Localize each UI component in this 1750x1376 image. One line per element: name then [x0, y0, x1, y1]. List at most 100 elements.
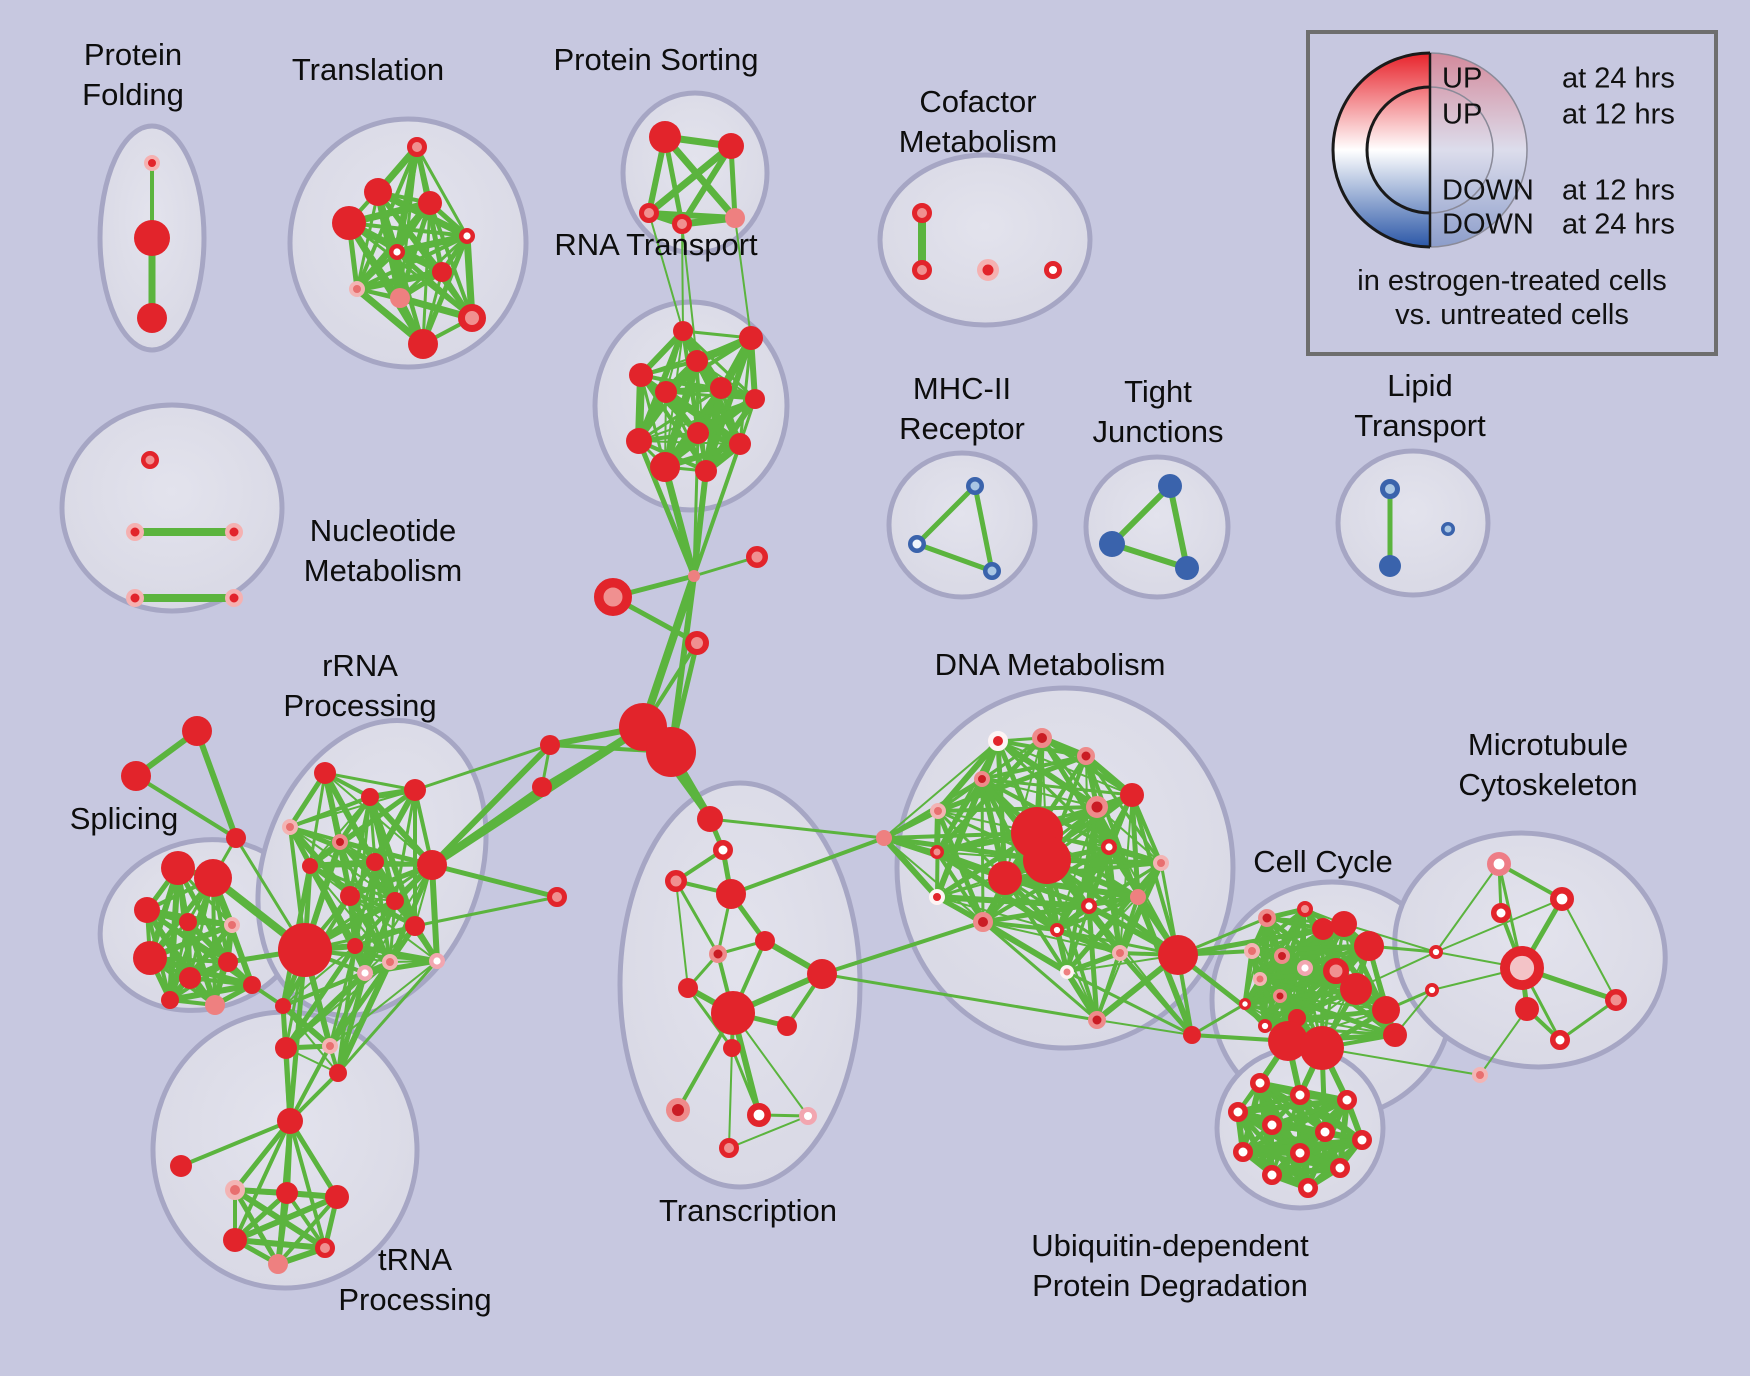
edge: [1054, 927, 1123, 956]
node-dna-15: [973, 912, 993, 932]
cluster-cofactor-label: Metabolism: [899, 124, 1058, 159]
node-microtubule-2: [1491, 903, 1511, 923]
node-transcription-11: [723, 1039, 741, 1057]
legend-up12-label: UP: [1442, 99, 1482, 131]
edge: [194, 728, 239, 841]
node-rna_transport-5: [655, 381, 677, 403]
edge: [323, 771, 417, 792]
node-protein_sorting-1: [718, 133, 744, 159]
legend-down12-label: DOWN: [1442, 175, 1534, 207]
cluster-nucleotide-ellipse: [59, 402, 285, 614]
node-splicing-10: [205, 995, 225, 1015]
node-microtubule-1: [1550, 886, 1575, 911]
edge: [353, 924, 417, 948]
node-splicing-5: [133, 941, 167, 975]
node-protein_sorting-3: [672, 214, 692, 234]
node-transcription-0: [697, 806, 723, 832]
edge: [335, 970, 368, 1076]
legend-down12-time: at 12 hrs: [1562, 175, 1675, 207]
node-bridge-0: [540, 735, 560, 755]
node-transcription-14: [798, 1106, 817, 1125]
node-rrna-5: [417, 850, 447, 880]
cluster-rrna-label: Processing: [283, 688, 436, 723]
node-tight-2: [1175, 556, 1199, 580]
edge: [728, 1012, 734, 1149]
node-splicing-7: [179, 967, 201, 989]
node-transcription-9: [711, 991, 755, 1035]
edge: [936, 896, 1058, 931]
edge: [420, 233, 470, 347]
edge: [1095, 951, 1122, 1022]
edge: [429, 742, 553, 868]
edge: [353, 268, 446, 293]
edge: [308, 864, 417, 928]
edge: [232, 1187, 281, 1267]
cluster-lipid-label: Transport: [1354, 408, 1486, 443]
node-cell_cycle-0: [1258, 909, 1276, 927]
edge: [664, 390, 757, 401]
node-ubiquitin-1: [1290, 1085, 1310, 1105]
node-rna_transport-3: [629, 363, 653, 387]
node-sptri-2: [226, 828, 246, 848]
cluster-protein_sorting-label: Protein Sorting: [553, 42, 758, 77]
edge: [167, 982, 255, 1003]
edge: [1250, 907, 1307, 953]
cluster-ubiquitin-label: Protein Degradation: [1032, 1268, 1308, 1303]
node-dna-6: [930, 845, 944, 859]
edge: [367, 794, 435, 868]
node-dna-17: [1050, 922, 1065, 937]
node-cell_cycle-5: [1244, 943, 1260, 959]
edge: [645, 142, 735, 217]
node-microtubule-6: [1605, 989, 1627, 1011]
node-ubiquitin-8: [1290, 1143, 1310, 1163]
edge: [1055, 895, 1140, 932]
node-nucleotide-3: [126, 589, 144, 607]
edge: [287, 1118, 340, 1200]
edge: [337, 794, 373, 845]
node-ubiquitin-0: [1250, 1073, 1270, 1093]
edge: [820, 972, 1099, 1022]
edge: [1479, 1008, 1528, 1076]
edge: [980, 777, 1134, 797]
edge: [881, 835, 940, 900]
edge: [1109, 483, 1173, 547]
edge: [232, 1194, 340, 1243]
node-rna_transport-9: [729, 433, 751, 455]
node-rrna-13: [382, 954, 398, 970]
edge: [881, 808, 941, 841]
edge: [1167, 483, 1190, 571]
edge: [681, 329, 708, 473]
edge: [1435, 898, 1563, 953]
node-dna-19: [1060, 965, 1074, 979]
edge: [1175, 926, 1326, 958]
node-cell_cycle-9: [1340, 973, 1372, 1005]
edge: [934, 894, 1092, 909]
node-nucleotide-4: [225, 589, 243, 607]
node-rrna-6: [302, 858, 318, 874]
edge: [211, 876, 217, 1007]
edge: [415, 145, 469, 238]
edge: [674, 879, 720, 956]
edge: [692, 431, 700, 578]
node-cell_cycle-8: [1323, 958, 1349, 984]
edge: [1343, 923, 1437, 953]
edge: [1258, 977, 1358, 991]
node-rna_transport-11: [695, 460, 717, 482]
node-microtubule-4: [1499, 946, 1544, 991]
legend-gradient-right: [1430, 53, 1527, 247]
edge: [639, 572, 698, 731]
edge: [352, 943, 440, 964]
node-mhc-1: [908, 535, 926, 553]
node-translation-10: [408, 329, 438, 359]
node-rrna-10: [405, 916, 425, 936]
legend-down24-time: at 24 hrs: [1562, 209, 1675, 241]
edge: [708, 817, 886, 840]
edge: [387, 862, 435, 965]
edge: [288, 1119, 327, 1250]
edge: [883, 837, 984, 923]
node-protein_folding-0: [144, 155, 160, 171]
cluster-labels: Protein Folding Translation Protein Sorting…: [70, 37, 1638, 1317]
node-transcription-15: [719, 1138, 739, 1158]
cluster-trna-label: Processing: [338, 1282, 491, 1317]
